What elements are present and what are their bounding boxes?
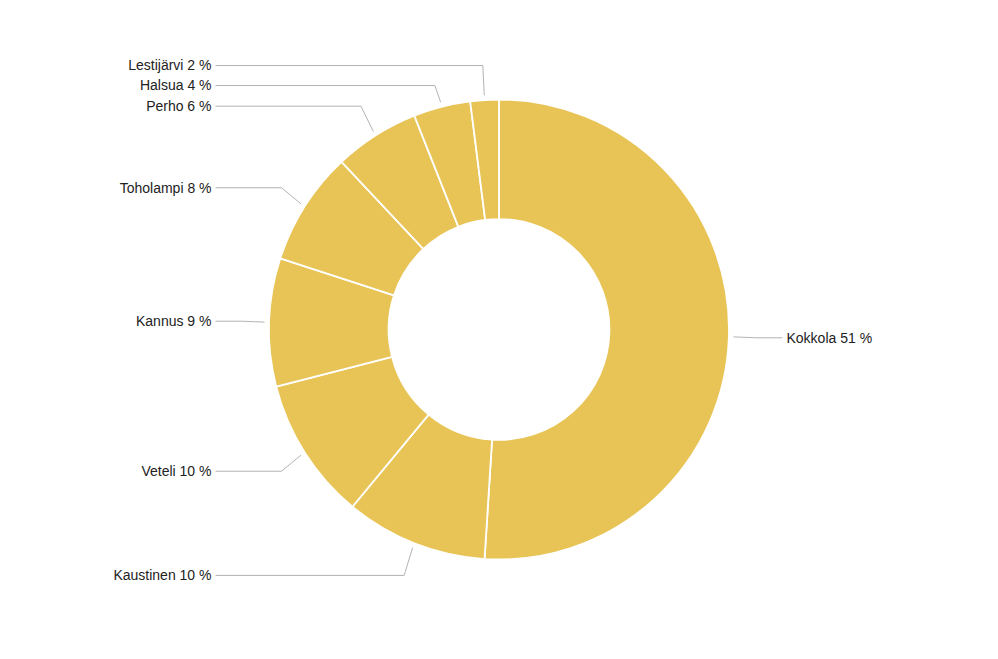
data-label: Lestijärvi 2 % [128, 57, 211, 73]
leader-line [733, 336, 782, 338]
labels: Kokkola 51 % Kaustinen 10 % Veteli 10 % Kan… [113, 57, 872, 583]
leader-line [216, 188, 301, 204]
data-label: Kaustinen 10 % [113, 567, 211, 583]
leader-line [216, 321, 265, 323]
chart: Kokkola 51 % Kaustinen 10 % Veteli 10 % Kan… [0, 0, 998, 659]
wedge [470, 100, 499, 220]
leader-line [216, 106, 374, 131]
data-label: Perho 6 % [146, 98, 211, 114]
donut [269, 100, 729, 560]
wedges [269, 100, 729, 560]
data-label: Kokkola 51 % [787, 330, 873, 346]
data-label: Veteli 10 % [141, 463, 211, 479]
leader-line [216, 455, 301, 471]
wedge [485, 100, 729, 560]
data-label: Halsua 4 % [140, 77, 212, 93]
leader-line [216, 86, 441, 103]
data-label: Kannus 9 % [136, 313, 212, 329]
leader-line [216, 548, 413, 576]
data-label: Toholampi 8 % [120, 180, 212, 196]
leader-line [216, 66, 485, 96]
